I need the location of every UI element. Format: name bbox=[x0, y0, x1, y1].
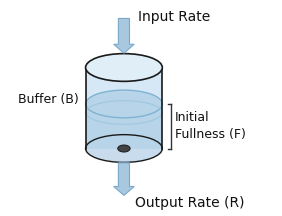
Text: Output Rate (R): Output Rate (R) bbox=[135, 197, 244, 210]
Polygon shape bbox=[85, 67, 162, 149]
Polygon shape bbox=[85, 104, 162, 149]
Text: Initial
Fullness (F): Initial Fullness (F) bbox=[175, 111, 246, 141]
Text: Input Rate: Input Rate bbox=[138, 10, 210, 24]
Ellipse shape bbox=[85, 135, 162, 162]
FancyArrow shape bbox=[114, 163, 134, 195]
FancyArrow shape bbox=[114, 18, 134, 53]
Ellipse shape bbox=[85, 54, 162, 81]
Text: Buffer (B): Buffer (B) bbox=[18, 93, 79, 106]
Ellipse shape bbox=[118, 145, 130, 152]
Ellipse shape bbox=[85, 90, 162, 118]
